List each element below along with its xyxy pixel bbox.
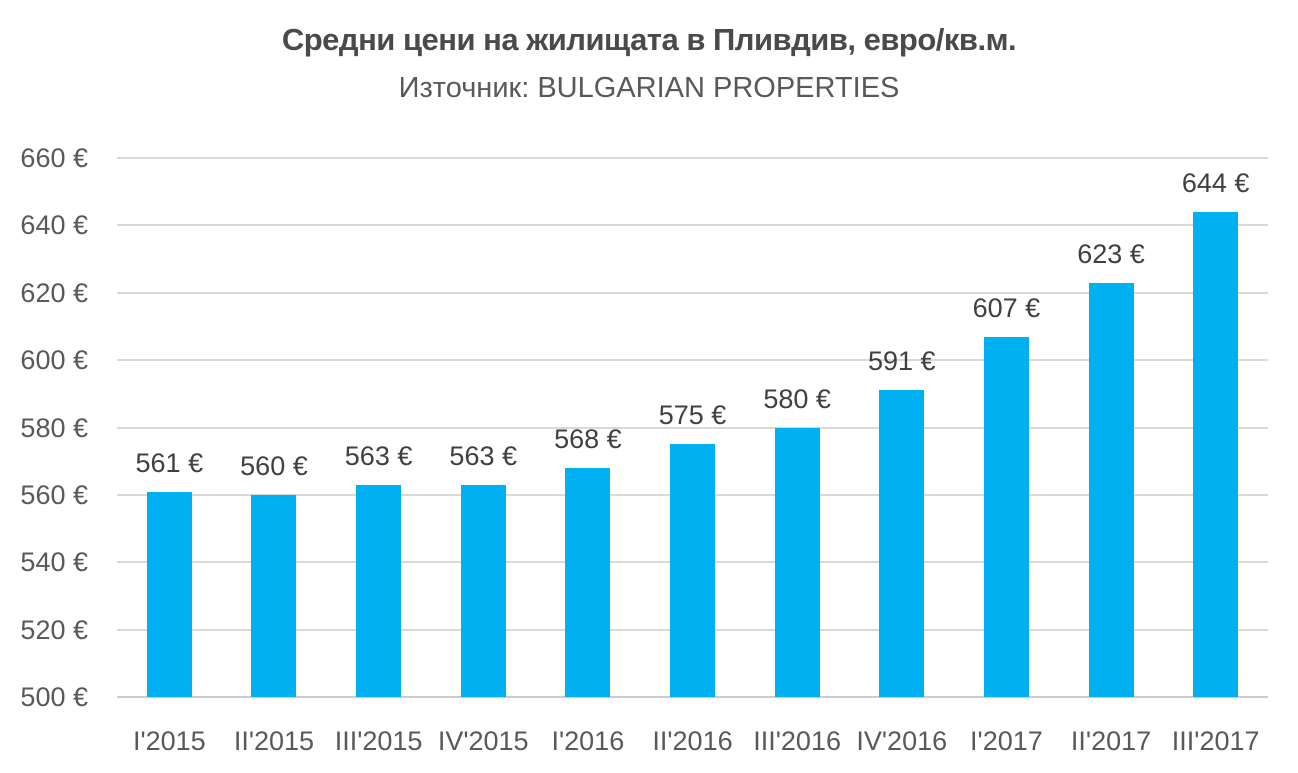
bar-value-label: 644 € [1181,167,1250,198]
gridline [117,359,1268,362]
bar-value-label: 575 € [658,400,727,431]
y-axis-tick-label: 540 € [20,547,88,578]
x-axis-category-label: III'2015 [334,726,423,756]
bar [879,390,925,697]
y-axis-tick-label: 640 € [20,210,88,241]
x-axis-category-label: IV'2016 [856,726,948,756]
bar [774,427,820,697]
bar-value-label: 580 € [763,383,831,414]
bar-value-label: 591 € [867,346,936,377]
bar-value-label: 561 € [135,447,204,478]
x-axis-category-label: II'2016 [652,726,733,756]
x-axis-category-label: II'2017 [1070,726,1152,756]
gridline [117,224,1268,227]
bar-value-label: 607 € [972,292,1041,323]
y-axis-tick-label: 660 € [20,143,88,173]
x-axis-category-label: IV'2015 [437,726,529,756]
bar [251,494,297,697]
x-axis-category-label: II'2015 [233,726,315,756]
bar [356,484,402,697]
bar [983,336,1029,697]
bar [670,444,715,697]
y-axis-tick-label: 500 € [20,682,88,712]
chart-title: Средни цени на жилищата в Пливдив, евро/… [281,22,1017,57]
y-axis-tick-label: 520 € [20,614,88,645]
bar [1193,211,1239,697]
bar-value-label: 623 € [1077,238,1145,269]
bar-value-label: 563 € [449,440,517,471]
y-axis-tick-label: 580 € [20,412,88,443]
chart-subtitle: Източник: BULGARIAN PROPERTIES [398,72,900,104]
gridline [117,157,1268,159]
x-axis-category-label: III'2016 [753,726,841,756]
bar [460,484,506,697]
x-axis-category-label: I'2016 [551,726,625,756]
bar [146,491,192,697]
x-axis-category-label: I'2017 [970,726,1043,756]
y-axis-tick-label: 560 € [20,479,88,510]
bar-value-label: 568 € [554,423,622,454]
bar [1088,282,1134,697]
y-axis-tick-label: 600 € [20,345,88,376]
bar [565,467,611,697]
y-axis-tick-label: 620 € [20,277,88,308]
bar-value-label: 563 € [344,440,413,471]
gridline [117,291,1268,294]
gridline [117,426,1268,429]
x-axis-category-label: I'2015 [132,726,206,756]
x-axis-baseline [117,696,1268,698]
x-axis-category-label: III'2017 [1171,726,1260,756]
bar-value-label: 560 € [240,450,308,481]
